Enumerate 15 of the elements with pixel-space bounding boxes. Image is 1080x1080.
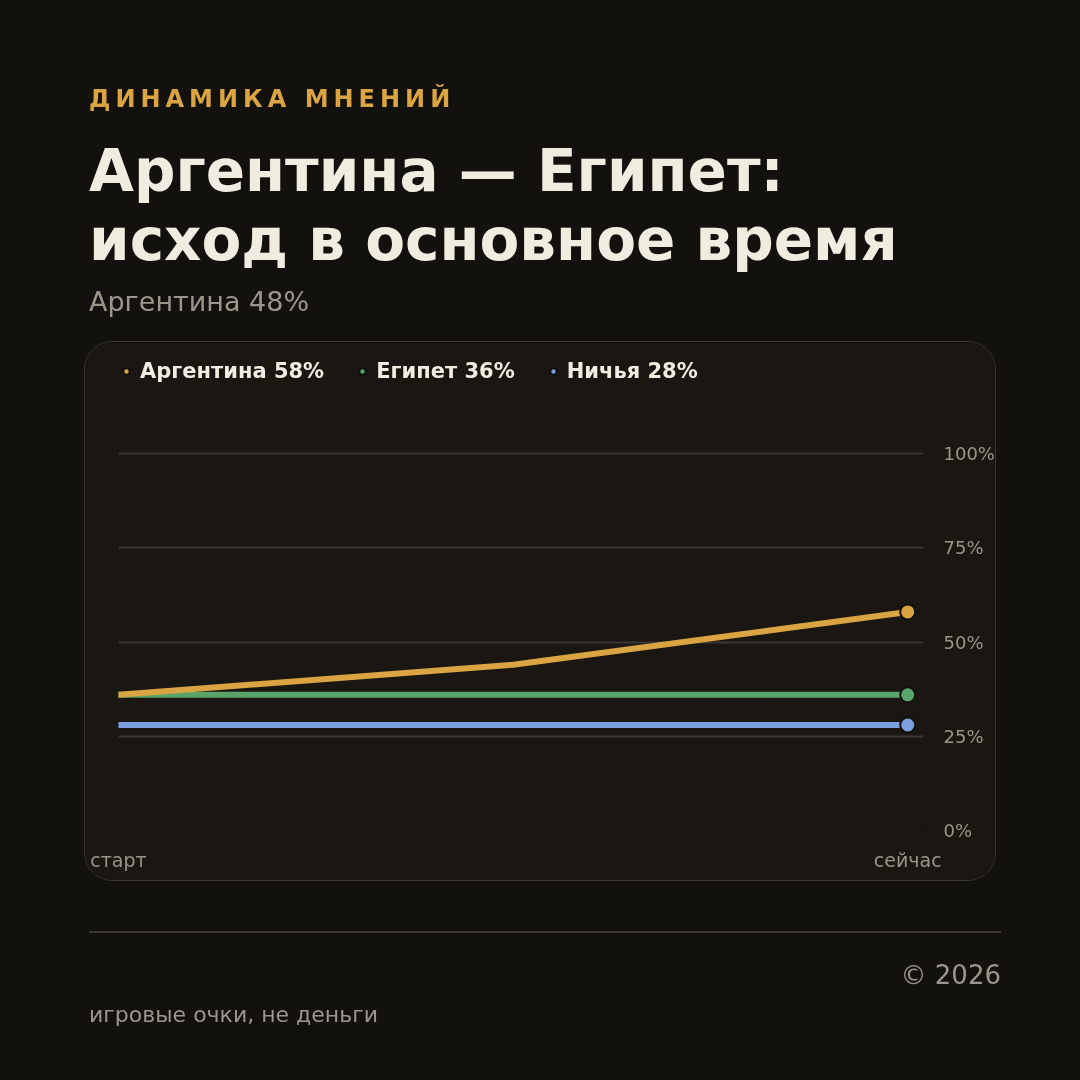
legend-label: Египет 36%: [376, 359, 515, 384]
y-tick-label: 0%: [943, 820, 973, 842]
y-tick-label: 50%: [943, 631, 984, 653]
chart-subtitle: Аргентина 48%: [89, 285, 310, 319]
y-tick-label: 75%: [943, 537, 984, 559]
y-tick-label: 25%: [943, 726, 984, 748]
text: игровые очки, не деньги: [89, 1001, 379, 1028]
text: ДИНАМИКА МНЕНИЙ: [89, 85, 456, 114]
text: © 2026: [900, 960, 1001, 992]
chart-title: Аргентина — Египет: исход в основное время: [89, 136, 898, 276]
y-tick-label: 100%: [943, 443, 995, 465]
x-tick-label: старт: [90, 848, 147, 871]
x-tick-label: сейчас: [873, 848, 942, 871]
legend-label: Ничья 28%: [566, 359, 698, 384]
legend-label: Аргентина 58%: [140, 359, 325, 384]
